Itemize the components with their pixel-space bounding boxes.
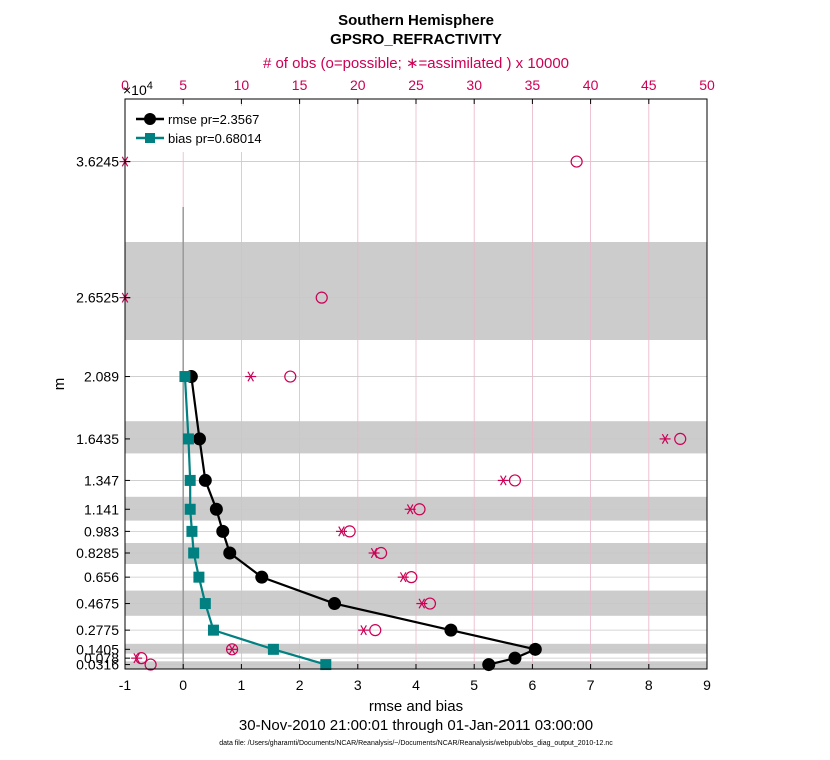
top-tick-label: 35 [525,77,541,93]
y-exponent-power: 4 [147,80,153,92]
rmse-point [199,474,212,487]
x-tick-label: -1 [119,677,132,693]
bias-point [193,572,204,583]
x-tick-label: 6 [529,677,537,693]
legend-rmse-label: rmse pr=2.3567 [168,112,259,127]
y-tick-label: 1.6435 [76,431,119,447]
y-tick-label: 3.6245 [76,154,119,170]
y-exponent-base: ×10 [123,82,147,98]
y-tick-label: 2.6525 [76,290,119,306]
bias-point [320,659,331,670]
x-tick-label: 2 [296,677,304,693]
data-file-footnote: data file: /Users/gharamti/Documents/NCA… [219,740,613,747]
legend-bias-label: bias pr=0.68014 [168,131,262,146]
bias-point [200,598,211,609]
x-tick-label: 8 [645,677,653,693]
y-tick-label: 0.2775 [76,622,119,638]
chart-subtitle: GPSRO_REFRACTIVITY [330,31,502,48]
x-tick-label: 9 [703,677,711,693]
top-tick-label: 45 [641,77,657,93]
legend-rmse-marker [144,113,156,125]
x-tick-label: 7 [587,677,595,693]
top-tick-label: 20 [350,77,366,93]
top-axis-label: # of obs (o=possible; ∗=assimilated ) x … [263,55,569,72]
top-tick-label: 30 [466,77,482,93]
y-tick-label: 0.8285 [76,545,119,561]
rmse-point [508,652,521,665]
x-axis-label: rmse and bias [369,698,463,715]
top-tick-label: 15 [292,77,308,93]
top-tick-label: 5 [179,77,187,93]
legend-bias-marker [145,133,155,143]
y-tick-label: 1.347 [84,472,119,488]
bias-point [268,644,279,655]
y-tick-label: 2.089 [84,369,119,385]
y-tick-label: 0.4675 [76,596,119,612]
rmse-point [529,643,542,656]
rmse-point [193,432,206,445]
bias-point [208,625,219,636]
bias-point [185,475,196,486]
date-range: 30-Nov-2010 21:00:01 through 01-Jan-2011… [239,717,593,734]
x-tick-label: 5 [470,677,478,693]
rmse-point [328,597,341,610]
chart: Southern Hemisphere GPSRO_REFRACTIVITY #… [0,0,830,760]
bias-point [188,548,199,559]
rmse-point [444,624,457,637]
y-axis-label: m [51,378,68,391]
bias-point [183,433,194,444]
top-tick-label: 40 [583,77,599,93]
y-tick-label: 0.656 [84,569,119,585]
x-tick-label: 1 [238,677,246,693]
bias-point [185,504,196,515]
y-tick-label: 0.983 [84,523,119,539]
top-tick-label: 10 [234,77,250,93]
rmse-point [216,525,229,538]
rmse-point [210,503,223,516]
top-tick-label: 50 [699,77,715,93]
bias-point [186,526,197,537]
y-tick-label: 0.1405 [76,641,119,657]
rmse-point [223,547,236,560]
top-tick-label: 25 [408,77,424,93]
y-tick-label: 1.141 [84,501,119,517]
rmse-point [255,571,268,584]
bias-point [179,371,190,382]
chart-title: Southern Hemisphere [338,12,494,29]
x-tick-label: 4 [412,677,420,693]
x-tick-label: 3 [354,677,362,693]
x-tick-label: 0 [179,677,187,693]
legend: rmse pr=2.3567 bias pr=0.68014 [131,106,281,152]
plot-area [120,99,708,671]
